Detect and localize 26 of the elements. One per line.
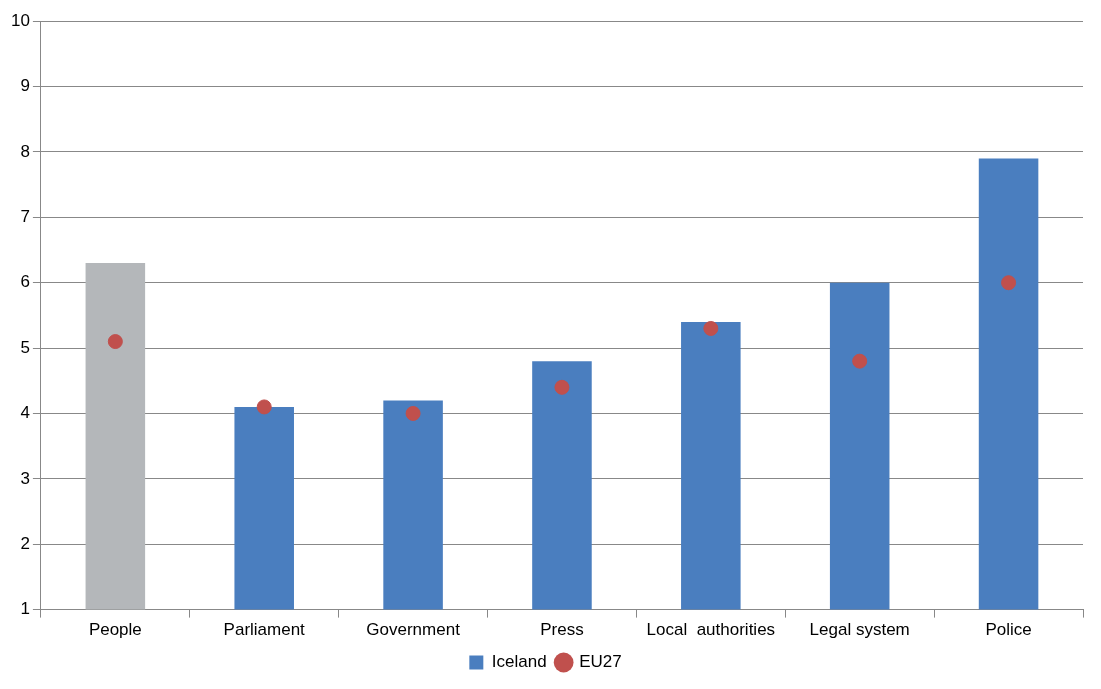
y-tick-label: 10 xyxy=(10,10,30,30)
y-tick-label: 8 xyxy=(20,141,30,161)
x-tick-label: Press xyxy=(540,620,584,640)
y-tick-label: 3 xyxy=(20,468,30,488)
y-tick-label: 4 xyxy=(20,403,30,423)
y-tick-label: 1 xyxy=(20,599,30,619)
point xyxy=(852,353,868,369)
point xyxy=(554,379,570,395)
y-tick-label: 5 xyxy=(20,337,30,357)
x-tick-label: Police xyxy=(985,620,1032,640)
x-tick-label: People xyxy=(88,620,142,640)
x-tick-label: Local authorities xyxy=(646,620,776,640)
point xyxy=(1001,275,1017,291)
x-tick-label: Government xyxy=(366,620,461,640)
legend-label: Iceland xyxy=(491,652,547,672)
point xyxy=(703,320,719,336)
y-tick-label: 9 xyxy=(20,76,30,96)
x-tick-label: Legal system xyxy=(809,620,910,640)
legend-label: EU27 xyxy=(579,652,622,672)
y-tick-label: 7 xyxy=(20,207,30,227)
x-tick-label: Parliament xyxy=(223,620,306,640)
y-tick-label: 2 xyxy=(20,533,30,553)
point xyxy=(405,405,421,421)
y-tick-label: 6 xyxy=(20,272,30,292)
point xyxy=(256,399,272,415)
point xyxy=(107,334,123,350)
